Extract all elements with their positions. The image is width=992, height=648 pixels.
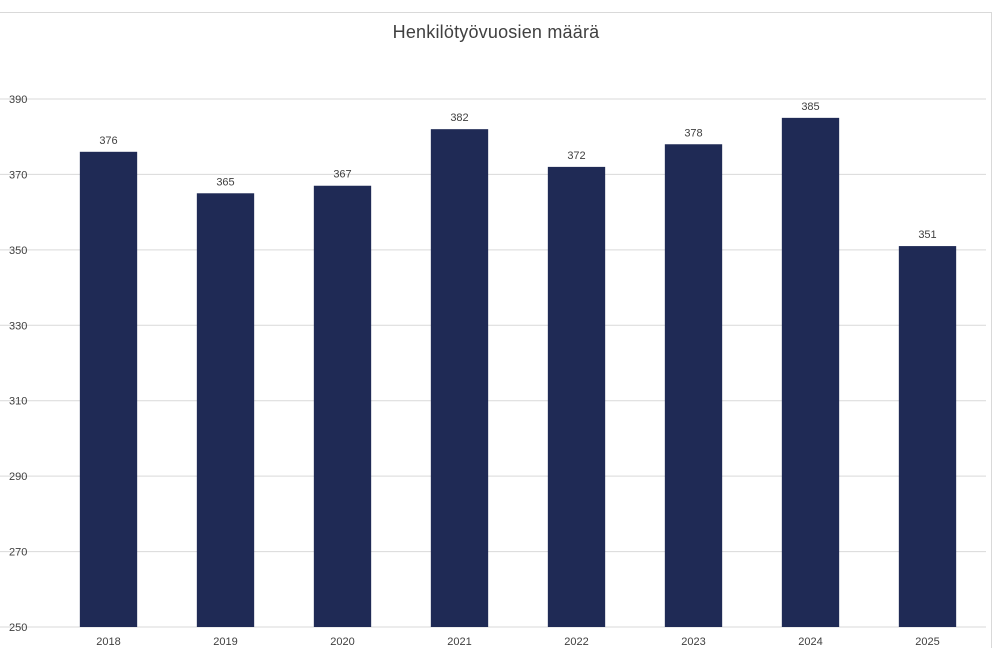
bar-2019 — [196, 193, 255, 628]
y-tick-label-270: 270 — [9, 547, 27, 559]
bar-2024 — [781, 117, 840, 627]
x-tick-label-2023: 2023 — [681, 636, 705, 648]
y-tick-label-330: 330 — [9, 320, 27, 332]
bar-2025 — [898, 246, 957, 628]
y-tick-label-310: 310 — [9, 396, 27, 408]
y-tick-label-390: 390 — [9, 94, 27, 106]
bar-2022 — [547, 166, 606, 627]
chart-border-top — [0, 12, 992, 13]
y-tick-label-250: 250 — [9, 622, 27, 634]
y-tick-label-290: 290 — [9, 471, 27, 483]
y-tick-label-370: 370 — [9, 169, 27, 181]
x-tick-label-2022: 2022 — [564, 636, 588, 648]
bar-2023 — [664, 144, 723, 627]
x-tick-label-2025: 2025 — [915, 636, 939, 648]
data-label-2025: 351 — [918, 229, 936, 241]
data-label-2018: 376 — [99, 135, 117, 147]
data-label-2021: 382 — [450, 112, 468, 124]
data-label-2023: 378 — [684, 127, 702, 139]
data-label-2024: 385 — [801, 101, 819, 113]
bar-2021 — [430, 129, 489, 627]
x-tick-label-2019: 2019 — [213, 636, 237, 648]
y-tick-label-350: 350 — [9, 245, 27, 257]
data-label-2019: 365 — [216, 176, 234, 188]
x-tick-label-2018: 2018 — [96, 636, 120, 648]
data-label-2020: 367 — [333, 169, 351, 181]
chart-title: Henkilötyövuosien määrä — [392, 22, 600, 42]
x-tick-label-2024: 2024 — [798, 636, 822, 648]
bar-2020 — [313, 185, 372, 627]
bar-2018 — [79, 151, 138, 628]
data-label-2022: 372 — [567, 150, 585, 162]
x-tick-label-2020: 2020 — [330, 636, 354, 648]
x-tick-label-2021: 2021 — [447, 636, 471, 648]
